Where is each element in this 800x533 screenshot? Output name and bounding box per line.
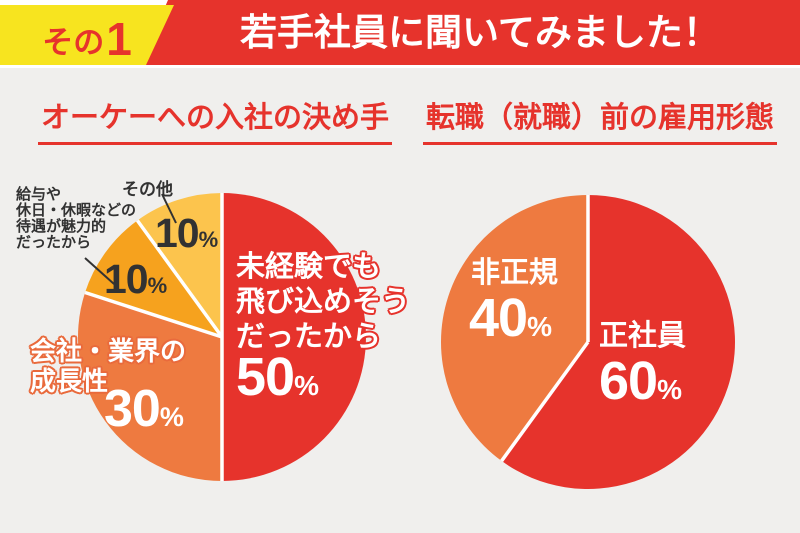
step-badge: その 1 bbox=[26, 0, 148, 63]
step-badge-prefix: その bbox=[42, 25, 105, 60]
slice-label-inexperienced: 未経験でも 飛び込めそう だったから bbox=[236, 251, 411, 353]
slice-label-regular: 正社員 bbox=[599, 320, 687, 352]
step-badge-number: 1 bbox=[106, 13, 132, 66]
pie-slice-2 bbox=[85, 220, 222, 337]
slice-percent-non-regular: 40% bbox=[469, 288, 552, 348]
slice-separator bbox=[84, 290, 223, 339]
pie-slice-0 bbox=[501, 195, 735, 489]
pie-slice-1 bbox=[440, 195, 588, 461]
chart-title-left: オーケーへの入社の決め手 bbox=[35, 100, 395, 145]
chart-title-right: 転職（就職）前の雇用形態 bbox=[408, 100, 792, 145]
header-banner bbox=[140, 0, 800, 65]
slice-percent-other: 10% bbox=[155, 210, 219, 256]
pie-slice-1 bbox=[78, 292, 222, 481]
slice-percent-growth: 30% bbox=[104, 380, 184, 438]
pie-chart-left bbox=[78, 193, 366, 481]
chart-title-right-text: 転職（就職）前の雇用形態 bbox=[422, 100, 777, 145]
banner-title: 若手社員に聞いてみました！ bbox=[240, 12, 720, 53]
pie-slice-0 bbox=[222, 193, 366, 481]
pie-slice-3 bbox=[137, 193, 222, 337]
slice-percent-inexperienced: 50% bbox=[236, 347, 319, 407]
slice-label-growth: 会社・業界の 成長性 bbox=[30, 336, 187, 396]
slice-percent-regular: 60% bbox=[599, 351, 682, 411]
slice-separator bbox=[135, 219, 224, 339]
slice-label-other: その他 bbox=[122, 180, 173, 199]
slice-percent-salary: 10% bbox=[104, 256, 168, 302]
slice-label-salary: 給与や 休日・休暇などの 待遇が魅力的 だったから bbox=[16, 186, 137, 251]
slice-separator bbox=[500, 340, 590, 462]
slice-label-non-regular: 非正規 bbox=[471, 257, 559, 289]
chart-title-left-text: オーケーへの入社の決め手 bbox=[37, 100, 392, 145]
step-badge-background bbox=[0, 5, 174, 65]
pie-chart-right bbox=[440, 195, 735, 489]
